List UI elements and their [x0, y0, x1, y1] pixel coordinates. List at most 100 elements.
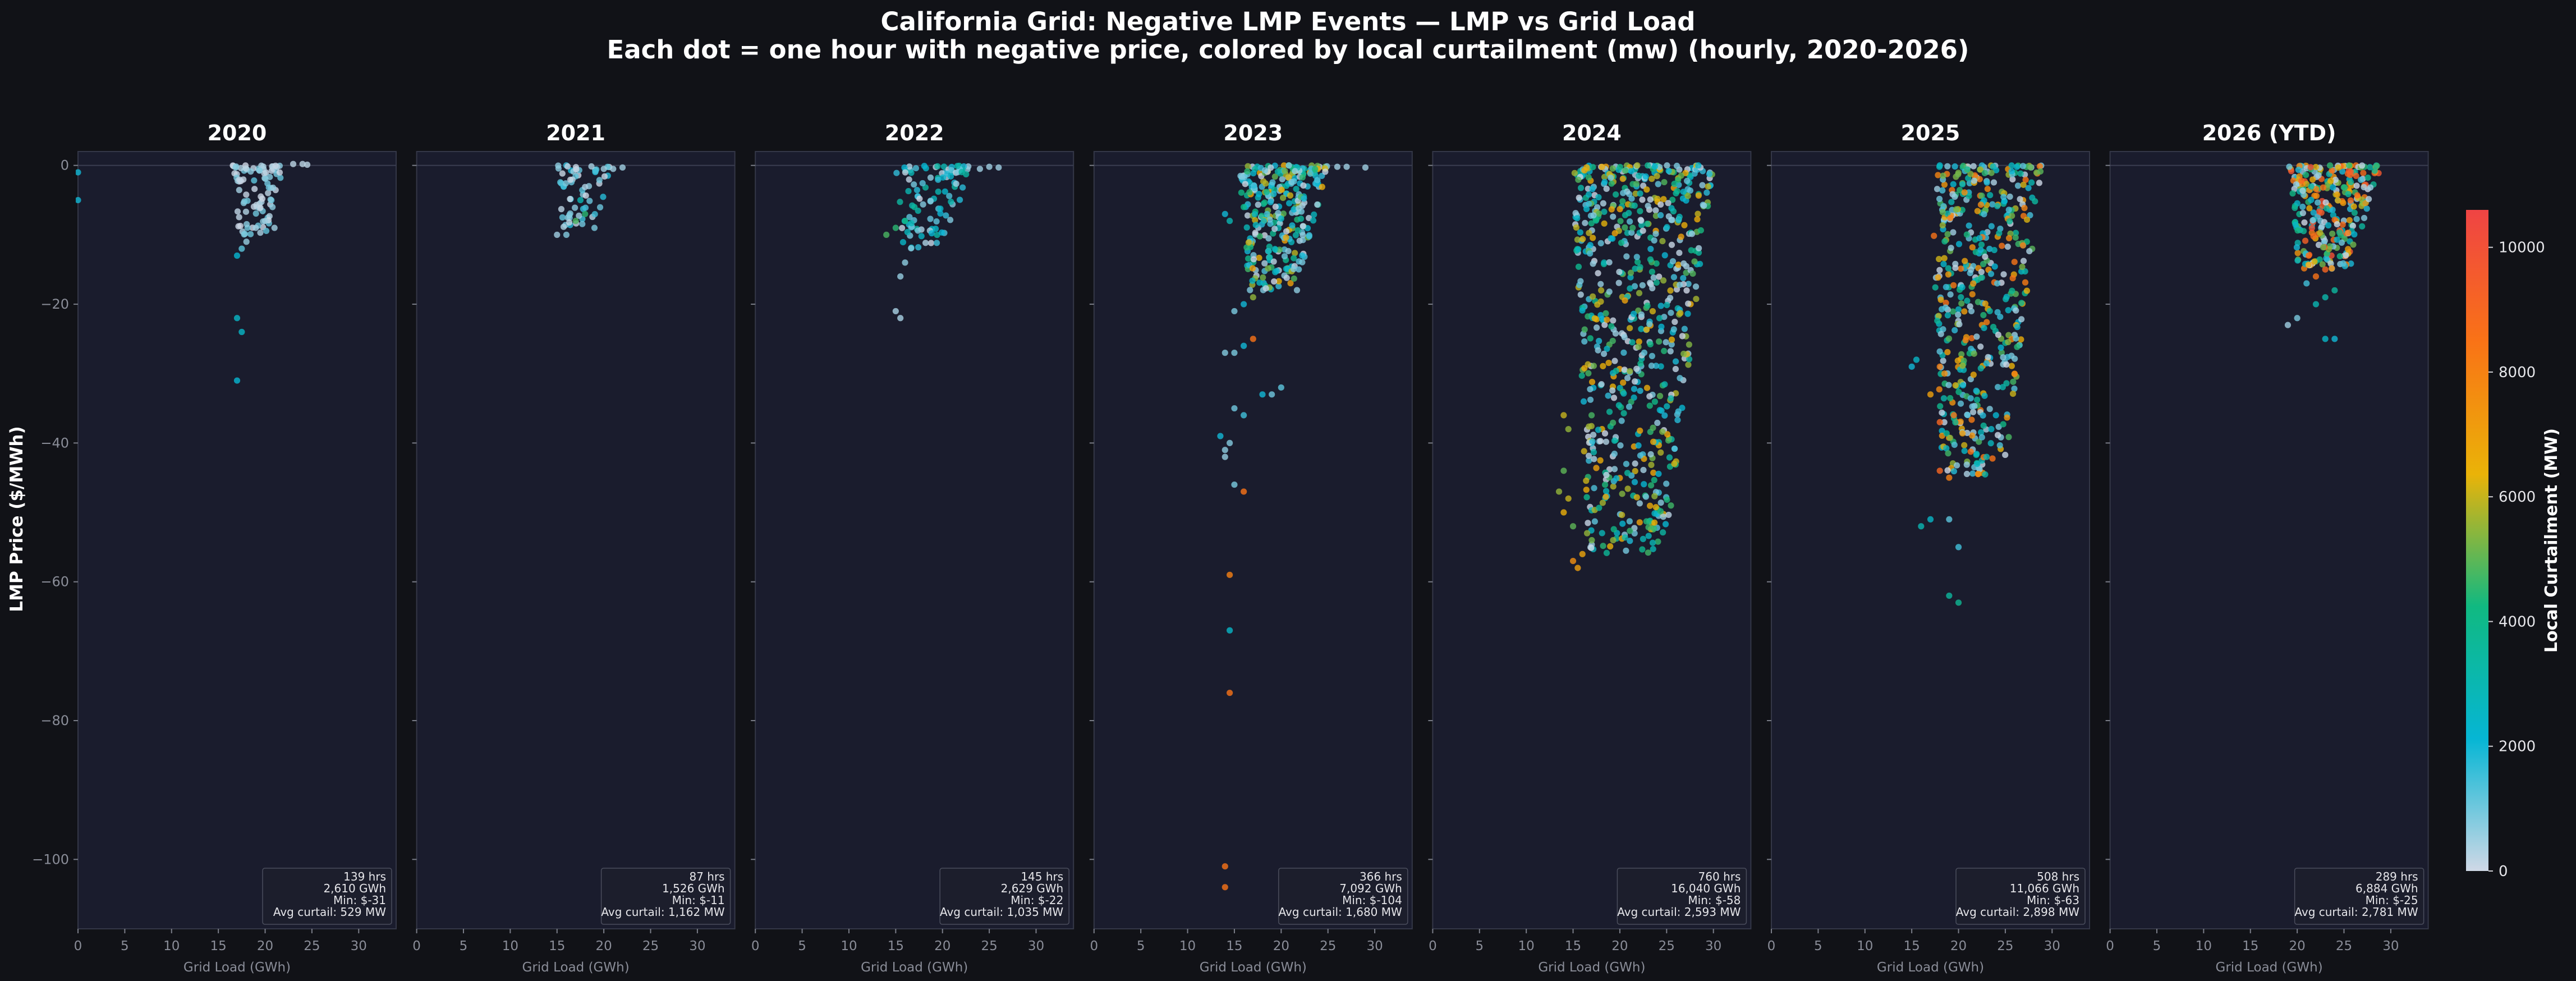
data-point: [1598, 287, 1605, 294]
data-point: [1657, 201, 1664, 208]
data-point: [1952, 382, 1959, 389]
data-point: [567, 210, 573, 217]
data-point: [1657, 363, 1664, 370]
data-point: [1684, 177, 1691, 184]
data-point: [2006, 218, 2013, 224]
data-point: [1939, 409, 1945, 416]
data-point: [1591, 485, 1597, 492]
x-tick-label: 15: [549, 939, 565, 954]
data-point: [937, 210, 944, 217]
data-point: [1685, 361, 1692, 368]
data-point: [1981, 392, 1988, 399]
x-tick-label: 30: [1028, 939, 1044, 954]
data-point: [564, 163, 571, 170]
data-point: [238, 245, 245, 252]
data-point: [1651, 510, 1658, 517]
data-point: [1591, 456, 1597, 462]
data-point: [1974, 276, 1981, 283]
data-point: [1677, 375, 1683, 382]
data-point: [1936, 467, 1943, 474]
data-point: [1935, 313, 1942, 319]
data-point: [1971, 177, 1978, 184]
data-point: [2313, 186, 2320, 192]
data-point: [1241, 342, 1247, 349]
data-point: [2308, 183, 2315, 190]
data-point: [1604, 345, 1610, 352]
data-point: [1978, 268, 1985, 276]
data-point: [1626, 325, 1633, 332]
y-axis-label: LMP Price ($/MWh): [7, 426, 27, 612]
data-point: [2000, 354, 2006, 361]
data-point: [1292, 232, 1300, 239]
data-point: [1600, 363, 1606, 369]
data-point: [1595, 338, 1602, 345]
data-point: [1681, 326, 1688, 332]
data-point: [1978, 434, 1985, 441]
data-point: [586, 198, 593, 204]
data-point: [1956, 187, 1963, 194]
data-point: [1945, 335, 1953, 342]
x-tick-label: 25: [981, 939, 997, 954]
data-point: [1262, 285, 1269, 292]
data-point: [237, 222, 244, 230]
data-point: [2320, 184, 2326, 191]
data-point: [1577, 291, 1584, 298]
data-point: [1680, 274, 1687, 282]
data-point: [1662, 521, 1669, 528]
data-point: [573, 166, 580, 173]
data-point: [1686, 356, 1693, 363]
data-point: [2009, 176, 2016, 183]
data-point: [1939, 306, 1945, 313]
x-tick-label: 5: [460, 939, 468, 954]
data-point: [1647, 341, 1654, 348]
data-point: [1941, 370, 1948, 377]
data-point: [1629, 224, 1636, 231]
data-point: [1653, 279, 1660, 286]
data-point: [2289, 190, 2296, 197]
data-point: [1637, 264, 1643, 271]
data-point: [1689, 270, 1696, 277]
data-point: [2322, 199, 2329, 206]
data-point: [1588, 544, 1595, 551]
data-point: [1252, 230, 1259, 236]
data-point: [1656, 393, 1664, 400]
data-point: [1621, 366, 1628, 373]
chart-title: California Grid: Negative LMP Events — L…: [880, 7, 1696, 36]
x-tick-label: 20: [934, 939, 950, 954]
data-point: [1652, 212, 1659, 219]
data-point: [1615, 402, 1622, 409]
data-point: [1289, 222, 1296, 229]
data-point: [2000, 271, 2007, 278]
data-point: [1947, 214, 1954, 221]
data-point: [1991, 246, 1998, 254]
data-point: [933, 240, 940, 246]
stats-box: [600, 868, 731, 925]
data-point: [1634, 162, 1641, 169]
stats-line: Min: $-58: [1688, 893, 1741, 907]
data-point: [2005, 434, 2012, 441]
data-point: [261, 170, 268, 177]
data-point: [1587, 396, 1594, 403]
data-point: [591, 224, 598, 231]
data-point: [1649, 352, 1656, 359]
data-point: [1968, 416, 1975, 423]
data-point: [1668, 395, 1674, 402]
data-point: [911, 204, 918, 210]
data-point: [2354, 192, 2361, 199]
data-point: [2008, 363, 2015, 369]
data-point: [1934, 186, 1941, 192]
stats-line: Min: $-63: [2027, 893, 2079, 907]
data-point: [2329, 167, 2335, 174]
data-point: [247, 231, 254, 237]
data-point: [1706, 171, 1713, 177]
data-point: [1619, 490, 1626, 497]
x-tick-label: 5: [798, 939, 806, 954]
data-point: [557, 179, 564, 186]
data-point: [2036, 180, 2042, 186]
data-point: [2331, 336, 2338, 342]
data-point: [1577, 278, 1584, 285]
data-point: [1322, 168, 1329, 175]
data-point: [1646, 320, 1653, 328]
data-point: [1652, 231, 1659, 237]
data-point: [1957, 400, 1964, 407]
